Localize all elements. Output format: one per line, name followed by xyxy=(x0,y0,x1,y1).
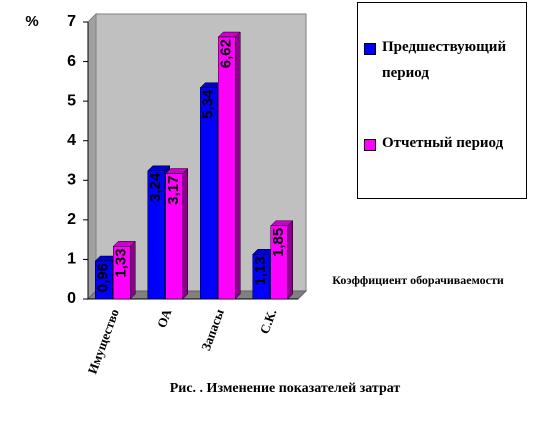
side-wall xyxy=(87,12,97,301)
legend-swatch xyxy=(364,43,376,55)
bar xyxy=(147,170,165,300)
y-tick-label: 6 xyxy=(67,53,76,70)
legend-label: Отчетный период xyxy=(382,135,504,151)
x-tick-label: Имущество xyxy=(85,307,122,376)
value-label: 6,62 xyxy=(218,39,235,68)
legend-item: Отчетный период xyxy=(364,135,520,156)
bar-side xyxy=(130,240,136,300)
legend: Предшествующий период Отчетный период xyxy=(357,2,527,199)
bar xyxy=(252,254,270,300)
value-label: 0,96 xyxy=(95,263,112,292)
legend-label: Предшествующий период xyxy=(382,39,507,81)
bar xyxy=(218,36,236,300)
value-label: 1,33 xyxy=(113,248,130,277)
value-label: 3,17 xyxy=(165,176,182,205)
bar xyxy=(95,260,113,300)
bar xyxy=(113,246,131,300)
y-tick-label: 2 xyxy=(67,211,76,228)
bar xyxy=(270,225,288,300)
y-tick-label: 5 xyxy=(67,92,76,109)
bar xyxy=(200,87,218,300)
x-tick-label: Запасы xyxy=(198,307,227,353)
x-tick-label: С.К. xyxy=(257,307,280,336)
caption: Рис. . Изменение показателей затрат xyxy=(170,381,401,396)
y-tick-label: 1 xyxy=(67,251,76,268)
value-label: 1,13 xyxy=(252,256,269,285)
x-axis-label: Коэффициент оборачиваемости xyxy=(332,273,504,287)
y-tick-label: 4 xyxy=(67,132,76,149)
value-label: 5,34 xyxy=(200,89,217,119)
x-tick-label: ОА xyxy=(154,306,175,329)
bar-side xyxy=(287,220,293,300)
y-tick-label: 0 xyxy=(67,290,76,307)
bar xyxy=(165,173,183,300)
bar-side xyxy=(235,31,241,300)
legend-item: Предшествующий период xyxy=(364,39,520,86)
y-axis-label: % xyxy=(25,13,38,30)
bar-side xyxy=(182,167,188,300)
legend-swatch xyxy=(364,139,376,151)
value-label: 1,85 xyxy=(270,228,287,257)
value-label: 3,24 xyxy=(147,172,164,202)
y-tick-label: 7 xyxy=(67,13,76,30)
y-tick-label: 3 xyxy=(67,172,76,189)
